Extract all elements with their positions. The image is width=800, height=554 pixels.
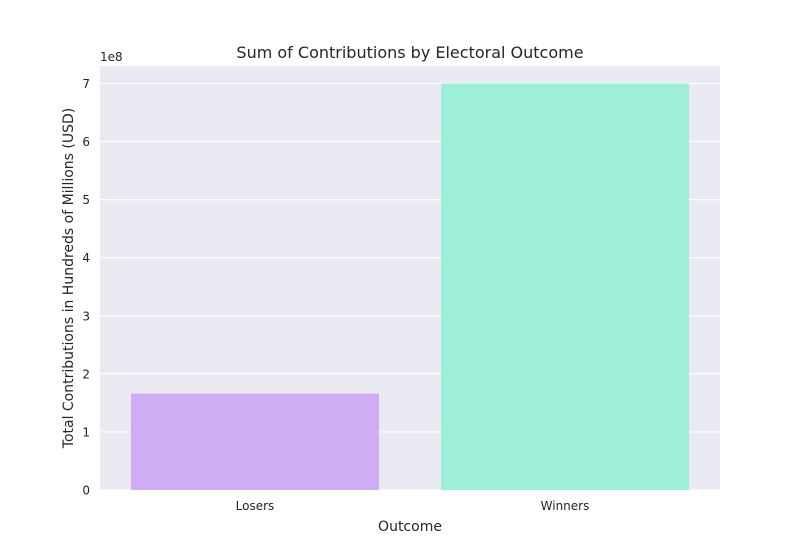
y-axis-offset-label: 1e8	[100, 50, 123, 64]
y-tick-label: 7	[82, 77, 90, 91]
x-tick-label: Losers	[236, 499, 275, 513]
bars	[131, 83, 689, 491]
y-tick-label: 3	[82, 309, 90, 323]
x-tick-label: Winners	[541, 499, 590, 513]
y-tick-label: 2	[82, 367, 90, 381]
bar-losers	[131, 393, 379, 490]
y-tick-label: 6	[82, 135, 90, 149]
y-tick-label: 5	[82, 193, 90, 207]
bar-winners	[441, 83, 689, 491]
chart-title: Sum of Contributions by Electoral Outcom…	[236, 43, 583, 62]
y-tick-label: 4	[82, 251, 90, 265]
y-axis-label: Total Contributions in Hundreds of Milli…	[61, 108, 77, 449]
x-tick-labels: Losers Winners	[236, 499, 590, 513]
y-tick-labels: 0 1 2 3 4 5 6 7	[82, 77, 90, 498]
y-tick-label: 1	[82, 425, 90, 439]
y-tick-label: 0	[82, 484, 90, 498]
x-axis-label: Outcome	[378, 519, 442, 535]
